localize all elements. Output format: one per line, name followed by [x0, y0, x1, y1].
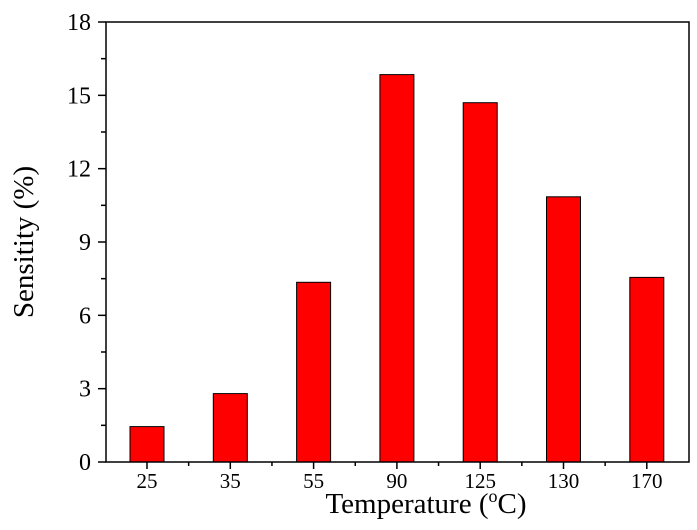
x-axis-title-superscript: o [489, 486, 498, 506]
x-tick-label-130: 130 [548, 469, 580, 493]
bar-130 [546, 196, 581, 463]
x-tick-label-90: 90 [386, 469, 407, 493]
bar-25 [129, 426, 165, 463]
x-tick-label-35: 35 [220, 469, 241, 493]
y-tick-label-12: 12 [67, 157, 91, 183]
y-tick-label-15: 15 [67, 83, 91, 109]
y-tick-labels: 0 3 6 9 12 15 18 [67, 10, 91, 476]
bar-170 [629, 276, 665, 463]
y-tick-label-0: 0 [79, 450, 91, 476]
y-axis-title: Sensitity (%) [8, 166, 40, 318]
x-axis-title: Temperature (oC) [325, 486, 526, 520]
bar-55 [296, 281, 332, 463]
x-axis-title-end: C) [498, 488, 527, 520]
bar-125 [462, 102, 498, 463]
y-tick-label-9: 9 [79, 230, 91, 256]
y-tick-label-18: 18 [67, 10, 91, 36]
x-tick-label-25: 25 [137, 469, 158, 493]
y-tick-label-6: 6 [79, 303, 91, 329]
x-axis-title-main: Temperature ( [325, 488, 488, 520]
x-tick-label-55: 55 [303, 469, 324, 493]
bars-group [129, 74, 665, 463]
plot-frame [105, 21, 690, 463]
x-tick-label-125: 125 [464, 469, 496, 493]
y-tick-label-3: 3 [79, 377, 91, 403]
bar-35 [212, 393, 248, 463]
axis-ticks [98, 21, 648, 469]
x-tick-label-170: 170 [631, 469, 663, 493]
bar-90 [379, 74, 415, 463]
x-tick-labels: 25 35 55 90 125 130 170 [137, 469, 663, 493]
